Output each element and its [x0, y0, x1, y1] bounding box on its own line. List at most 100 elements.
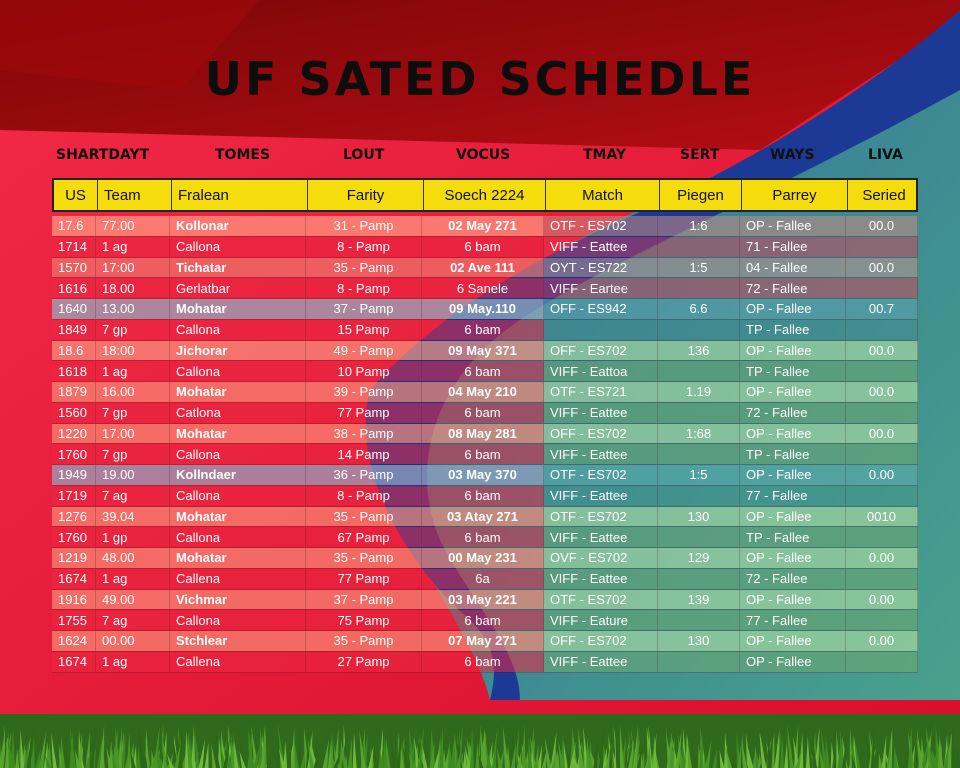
table-cell: Mohatar [170, 548, 306, 568]
table-cell: 17.6 [52, 216, 96, 236]
table-cell: 72 - Fallee [740, 402, 846, 423]
table-cell: Stchlear [170, 631, 306, 651]
table-row: 1640 13.00 Mohatar 37 - Pamp 09 May.110 OFF -… [52, 299, 918, 341]
table-cell: 00 May 231 [422, 548, 544, 568]
table-row: 1219 48.00 Mohatar 35 - Pamp 00 May 231 OVF -… [52, 548, 918, 590]
table-cell: 49 - Pamp [306, 340, 422, 361]
table-subrow-main: 1276 39.04 Mohatar 35 - Pamp 03 Atay 271 OTF … [52, 506, 918, 528]
table-cell: 00.0 [846, 423, 918, 444]
table-cell: 09 May.110 [422, 299, 544, 319]
top-label: LOUT [343, 147, 385, 163]
table-subrow-main: 18.6 18:00 Jichorar 49 - Pamp 09 May 371 OFF … [52, 340, 918, 362]
table-cell: OTF - ES702 [544, 589, 658, 610]
table-cell [846, 278, 918, 298]
table-cell: 35 - Pamp [306, 548, 422, 568]
table-cell: 7 gp [96, 444, 170, 464]
table-cell: 31 - Pamp [306, 216, 422, 236]
top-label: VOCUS [456, 147, 511, 163]
table-cell: 1 ag [96, 361, 170, 381]
table-cell: 00.0 [846, 257, 918, 278]
table-cell: 1219 [52, 548, 96, 568]
table-cell: 129 [658, 548, 740, 568]
table-cell: Jichorar [170, 340, 306, 361]
table-cell: Callona [170, 610, 306, 630]
table-cell: Tichatar [170, 257, 306, 278]
table-cell: VIFF - Eartee [544, 278, 658, 298]
table-cell: Callona [170, 444, 306, 464]
table-row: 18.6 18:00 Jichorar 49 - Pamp 09 May 371 OFF … [52, 340, 918, 382]
table-cell [846, 236, 918, 257]
table-cell: Catlona [170, 402, 306, 423]
table-cell: 48.00 [96, 548, 170, 568]
table-cell: VIFF - Eattee [544, 236, 658, 257]
table-cell: Callona [170, 236, 306, 257]
column-header: Fralean [172, 180, 308, 210]
table-cell: 7 gp [96, 402, 170, 423]
table-cell: 00.7 [846, 299, 918, 319]
table-cell: VIFF - Eattee [544, 402, 658, 423]
table-cell: 6 bam [422, 236, 544, 257]
table-cell: 1760 [52, 444, 96, 464]
table-cell: 1:5 [658, 465, 740, 485]
table-body: 17.6 77.00 Kollonar 31 - Pamp 02 May 271 OTF … [52, 216, 918, 673]
table-cell: TP - Fallee [740, 361, 846, 381]
table-row: 1949 19.00 Kollndaer 36 - Pamp 03 May 370 OTF… [52, 465, 918, 507]
table-cell: 130 [658, 506, 740, 527]
table-subrow-main: 1949 19.00 Kollndaer 36 - Pamp 03 May 370 OTF… [52, 465, 918, 486]
table-cell: 1640 [52, 299, 96, 319]
table-cell: 1 ag [96, 568, 170, 589]
table-subrow-main: 1570 17:00 Tichatar 35 - Pamp 02 Ave 111 OYT … [52, 257, 918, 279]
table-cell: 37 - Pamp [306, 589, 422, 610]
table-cell: Mohatar [170, 506, 306, 527]
table-cell: 1618 [52, 361, 96, 381]
table-cell [658, 527, 740, 547]
table-cell: OTF - ES702 [544, 506, 658, 527]
table-cell: OFF - ES702 [544, 340, 658, 361]
table-cell: 77.00 [96, 216, 170, 236]
table-cell: 6 bam [422, 361, 544, 381]
table-cell: 7 ag [96, 610, 170, 630]
table-cell: OFF - ES702 [544, 423, 658, 444]
top-label: WAYS [770, 147, 815, 163]
table-cell: 1 gp [96, 527, 170, 547]
table-cell: 04 - Fallee [740, 257, 846, 278]
table-cell: 1760 [52, 527, 96, 547]
table-cell: 6a [422, 568, 544, 589]
table-cell: 1276 [52, 506, 96, 527]
table-cell: 1714 [52, 236, 96, 257]
table-cell: OP - Fallee [740, 631, 846, 651]
table-cell: TP - Fallee [740, 527, 846, 547]
table-cell: 0.00 [846, 465, 918, 485]
table-cell: 1:6 [658, 216, 740, 236]
table-cell [846, 319, 918, 340]
table-subrow-main: 17.6 77.00 Kollonar 31 - Pamp 02 May 271 OTF … [52, 216, 918, 237]
table-cell [846, 651, 918, 672]
table-cell: Mohatar [170, 382, 306, 402]
grass-strip [0, 714, 960, 768]
table-row: 1916 49.00 Vichmar 37 - Pamp 03 May 221 OTF -… [52, 589, 918, 631]
table-cell: 00.0 [846, 382, 918, 402]
table-cell: 139 [658, 589, 740, 610]
table-cell: VIFF - Eattee [544, 651, 658, 672]
table-cell [846, 402, 918, 423]
table-cell: 0.00 [846, 589, 918, 610]
table-subrow-main: 1220 17.00 Mohatar 38 - Pamp 08 May 281 OFF -… [52, 423, 918, 445]
table-cell: 10 Pamp [306, 361, 422, 381]
table-cell: Callona [170, 361, 306, 381]
table-cell: OTF - ES721 [544, 382, 658, 402]
table-cell: VIFF - Eattee [544, 568, 658, 589]
table-subrow: 1674 1 ag Callena 77 Pamp 6a VIFF - Eattee 72 … [52, 568, 918, 590]
table-cell: 04 May 210 [422, 382, 544, 402]
table-cell: VIFF - Eattee [544, 485, 658, 506]
table-cell: 18.00 [96, 278, 170, 298]
table-cell [846, 527, 918, 547]
table-cell: 1674 [52, 651, 96, 672]
table-cell: OP - Fallee [740, 299, 846, 319]
table-cell: VIFF - Eattoa [544, 361, 658, 381]
table-cell: 49.00 [96, 589, 170, 610]
table-cell: 1:5 [658, 257, 740, 278]
table-cell: 72 - Fallee [740, 568, 846, 589]
table-cell: 6 bam [422, 527, 544, 547]
table-cell [658, 568, 740, 589]
table-row: 1624 00.00 Stchlear 35 - Pamp 07 May 271 OFF … [52, 631, 918, 673]
